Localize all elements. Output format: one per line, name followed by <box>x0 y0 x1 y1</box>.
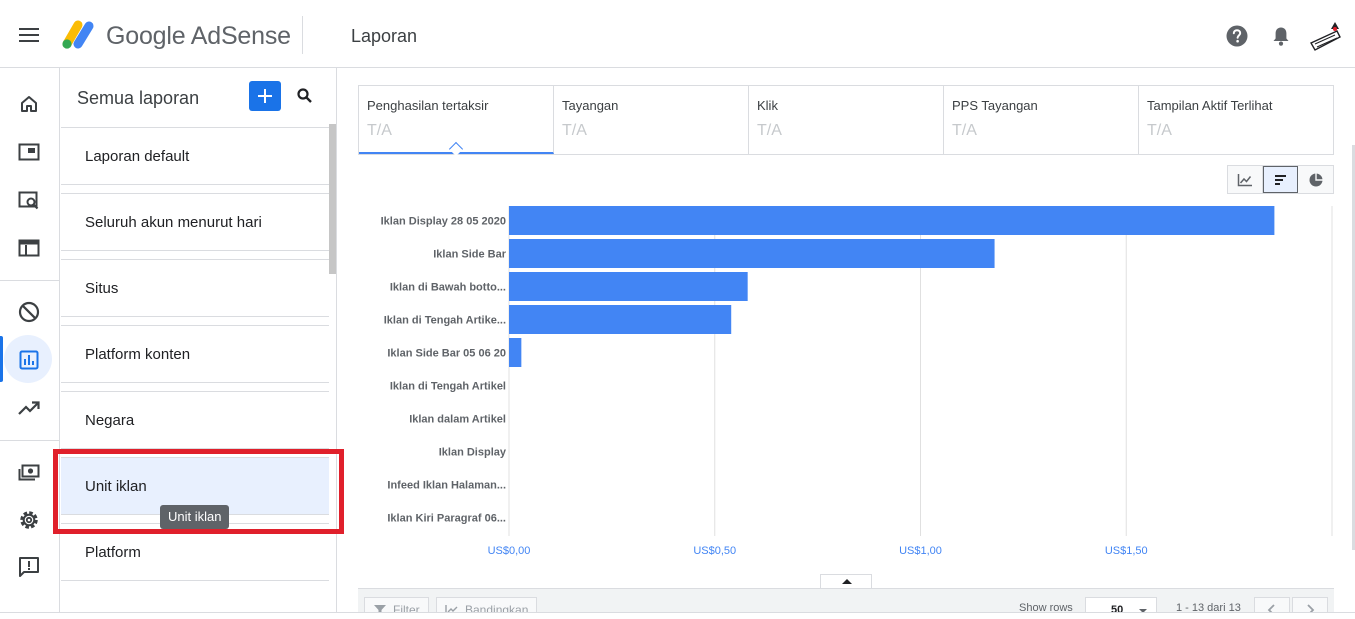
x-tick-label: US$1,00 <box>899 545 942 557</box>
metric-tab[interactable]: Penghasilan tertaksir T/A <box>359 86 554 157</box>
optimization-icon[interactable] <box>14 393 44 423</box>
metric-tab[interactable]: Tayangan T/A <box>554 86 749 154</box>
report-item-label: Negara <box>85 412 135 429</box>
report-item-label: Platform konten <box>85 346 191 363</box>
metric-value: T/A <box>1147 122 1172 139</box>
notifications-icon[interactable] <box>1270 25 1292 47</box>
metric-label: Tampilan Aktif Terlihat <box>1147 98 1273 113</box>
bar[interactable] <box>509 338 522 367</box>
pagination-range: 1 - 13 dari 13 <box>1176 602 1241 614</box>
report-item[interactable]: Platform konten <box>61 325 329 383</box>
settings-icon[interactable] <box>14 505 44 535</box>
rows-label: Show rows <box>1019 602 1073 614</box>
header-divider <box>302 16 303 54</box>
page-title: Laporan <box>351 26 418 46</box>
reports-panel: Semua laporan Laporan default Seluruh aku… <box>61 68 337 619</box>
menu-icon[interactable] <box>14 22 44 48</box>
category-label: Iklan Kiri Paragraf 06... <box>387 513 506 525</box>
filter-icon <box>374 605 386 615</box>
panel-title: Semua laporan <box>77 88 200 108</box>
search-icon[interactable] <box>295 86 315 106</box>
metric-value: T/A <box>952 122 977 139</box>
rail-active-indicator <box>0 336 3 382</box>
chart-type-toggle <box>1227 165 1334 194</box>
tooltip: Unit iklan <box>160 505 230 529</box>
bar[interactable] <box>509 239 995 268</box>
rail-separator <box>0 280 60 281</box>
navigation-rail <box>0 68 60 619</box>
metric-tab[interactable]: Klik T/A <box>749 86 944 154</box>
metric-label: Penghasilan tertaksir <box>367 98 489 113</box>
payments-icon[interactable] <box>14 457 44 487</box>
top-app-bar: Google AdSense Laporan <box>0 0 1355 68</box>
bar[interactable] <box>509 206 1275 235</box>
metric-label: Klik <box>757 98 778 113</box>
metric-tab[interactable]: PPS Tayangan T/A <box>944 86 1139 154</box>
active-tab-indicator <box>448 141 464 157</box>
category-label: Infeed Iklan Halaman... <box>387 480 506 492</box>
content-scrollbar[interactable] <box>1352 145 1355 550</box>
category-label: Iklan Display 28 05 2020 <box>381 216 506 228</box>
ad-units-bar-chart: Iklan Display 28 05 2020 Iklan Side Bar Ik… <box>381 206 1333 557</box>
bar[interactable] <box>509 272 748 301</box>
x-tick-label: US$0,00 <box>488 545 531 557</box>
metric-value: T/A <box>562 122 587 139</box>
metric-tabs: Penghasilan tertaksir T/A Tayangan T/A Klik T… <box>358 85 1334 157</box>
pie-chart-icon[interactable] <box>1298 166 1333 193</box>
category-label: Iklan di Tengah Artikel <box>390 381 506 393</box>
report-item[interactable]: Situs <box>61 259 329 317</box>
metric-label: PPS Tayangan <box>952 98 1038 113</box>
chart-x-tick-labels: US$0,00 US$0,50 US$1,00 US$1,50 <box>488 545 1148 557</box>
collapse-chart-button[interactable] <box>820 574 872 589</box>
report-item[interactable]: Seluruh akun menurut hari <box>61 193 329 251</box>
category-label: Iklan Side Bar <box>433 249 506 261</box>
reports-icon[interactable] <box>14 345 44 375</box>
bar-chart-icon[interactable] <box>1263 166 1298 193</box>
ads-icon[interactable] <box>14 233 44 263</box>
sites-icon[interactable] <box>14 137 44 167</box>
report-item-label: Unit iklan <box>85 478 147 495</box>
chart-category-labels: Iklan Display 28 05 2020 Iklan Side Bar Ik… <box>381 216 507 525</box>
home-icon[interactable] <box>14 89 44 119</box>
feedback-icon[interactable] <box>14 552 44 582</box>
chart-bars <box>509 206 1275 367</box>
metric-value: T/A <box>367 122 392 139</box>
panel-scrollbar[interactable] <box>329 124 336 274</box>
help-icon[interactable] <box>1226 25 1248 47</box>
category-label: Iklan Display <box>439 447 507 459</box>
blocking-icon[interactable] <box>14 297 44 327</box>
window-bottom-edge <box>0 612 1355 619</box>
metric-value: T/A <box>757 122 782 139</box>
metric-label: Tayangan <box>562 98 619 113</box>
category-label: Iklan di Tengah Artike... <box>384 315 506 327</box>
x-tick-label: US$1,50 <box>1105 545 1148 557</box>
add-report-button[interactable] <box>249 81 281 111</box>
bar[interactable] <box>509 305 732 334</box>
category-label: Iklan Side Bar 05 06 20 <box>387 348 506 360</box>
account-avatar[interactable] <box>1307 19 1343 55</box>
adsense-logo-icon <box>62 20 94 49</box>
report-item-label: Situs <box>85 280 119 297</box>
report-item[interactable]: Laporan default <box>61 127 329 185</box>
rail-separator <box>0 440 60 441</box>
report-item-label: Laporan default <box>85 148 190 165</box>
brand-name: Google AdSense <box>106 22 291 50</box>
report-item[interactable]: Negara <box>61 391 329 449</box>
report-item-label: Seluruh akun menurut hari <box>85 214 262 231</box>
x-tick-label: US$0,50 <box>693 545 736 557</box>
metric-tab[interactable]: Tampilan Aktif Terlihat T/A <box>1139 86 1333 154</box>
report-item-label: Platform <box>85 544 141 561</box>
ad-review-icon[interactable] <box>14 185 44 215</box>
category-label: Iklan di Bawah botto... <box>390 282 506 294</box>
category-label: Iklan dalam Artikel <box>409 414 506 426</box>
line-chart-icon[interactable] <box>1228 166 1263 193</box>
report-item[interactable]: Platform <box>61 523 329 581</box>
